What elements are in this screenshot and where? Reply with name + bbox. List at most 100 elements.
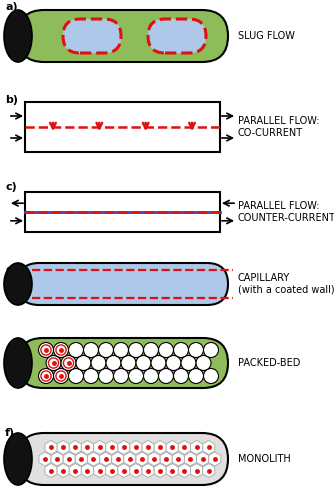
Polygon shape bbox=[184, 452, 196, 466]
Text: PARALLEL FLOW:
CO-CURRENT: PARALLEL FLOW: CO-CURRENT bbox=[238, 116, 320, 138]
Text: SLUG FLOW: SLUG FLOW bbox=[238, 31, 295, 41]
Polygon shape bbox=[130, 440, 142, 454]
Polygon shape bbox=[106, 440, 118, 454]
FancyBboxPatch shape bbox=[148, 19, 206, 53]
Polygon shape bbox=[45, 440, 57, 454]
Polygon shape bbox=[190, 440, 203, 454]
Polygon shape bbox=[39, 452, 51, 466]
Polygon shape bbox=[57, 440, 69, 454]
Polygon shape bbox=[112, 452, 124, 466]
Polygon shape bbox=[118, 440, 130, 454]
Text: c): c) bbox=[5, 182, 17, 192]
FancyBboxPatch shape bbox=[18, 433, 228, 485]
Polygon shape bbox=[160, 452, 172, 466]
Ellipse shape bbox=[4, 263, 32, 305]
Circle shape bbox=[84, 342, 99, 357]
FancyBboxPatch shape bbox=[63, 19, 121, 53]
Circle shape bbox=[129, 368, 144, 384]
Circle shape bbox=[173, 368, 188, 384]
Text: f): f) bbox=[5, 428, 15, 438]
Circle shape bbox=[181, 356, 196, 370]
Circle shape bbox=[114, 368, 129, 384]
Circle shape bbox=[53, 368, 68, 384]
Ellipse shape bbox=[4, 10, 32, 62]
Circle shape bbox=[68, 342, 84, 357]
Circle shape bbox=[56, 345, 66, 355]
Polygon shape bbox=[154, 464, 166, 477]
Text: e): e) bbox=[5, 345, 18, 355]
Polygon shape bbox=[203, 464, 215, 477]
Text: MONOLITH: MONOLITH bbox=[238, 454, 291, 464]
Bar bbox=[25, 192, 220, 232]
Polygon shape bbox=[142, 464, 154, 477]
Circle shape bbox=[196, 356, 211, 370]
Circle shape bbox=[173, 342, 188, 357]
Polygon shape bbox=[81, 464, 94, 477]
Polygon shape bbox=[148, 452, 160, 466]
Circle shape bbox=[61, 356, 76, 370]
Polygon shape bbox=[154, 440, 166, 454]
Circle shape bbox=[188, 368, 203, 384]
Polygon shape bbox=[63, 452, 75, 466]
Circle shape bbox=[91, 356, 106, 370]
Polygon shape bbox=[172, 452, 184, 466]
Polygon shape bbox=[130, 464, 142, 477]
Circle shape bbox=[76, 356, 91, 370]
Circle shape bbox=[48, 358, 58, 368]
Polygon shape bbox=[69, 464, 81, 477]
Ellipse shape bbox=[4, 338, 32, 388]
Polygon shape bbox=[69, 440, 81, 454]
Circle shape bbox=[84, 368, 99, 384]
Polygon shape bbox=[178, 440, 190, 454]
Circle shape bbox=[53, 342, 68, 357]
Circle shape bbox=[144, 342, 159, 357]
Circle shape bbox=[159, 342, 173, 357]
Circle shape bbox=[144, 368, 159, 384]
Circle shape bbox=[106, 356, 121, 370]
Polygon shape bbox=[136, 452, 148, 466]
Circle shape bbox=[38, 368, 53, 384]
Circle shape bbox=[203, 368, 218, 384]
Circle shape bbox=[41, 345, 51, 355]
Polygon shape bbox=[190, 464, 203, 477]
Polygon shape bbox=[94, 464, 106, 477]
Circle shape bbox=[166, 356, 181, 370]
Polygon shape bbox=[81, 440, 94, 454]
Text: d): d) bbox=[5, 265, 18, 275]
Polygon shape bbox=[166, 464, 178, 477]
Circle shape bbox=[203, 342, 218, 357]
Polygon shape bbox=[118, 464, 130, 477]
Polygon shape bbox=[88, 452, 100, 466]
Circle shape bbox=[46, 356, 61, 370]
Polygon shape bbox=[178, 464, 190, 477]
Polygon shape bbox=[209, 452, 221, 466]
Circle shape bbox=[99, 342, 114, 357]
Polygon shape bbox=[75, 452, 88, 466]
FancyBboxPatch shape bbox=[18, 10, 228, 62]
Circle shape bbox=[63, 358, 73, 368]
Polygon shape bbox=[100, 452, 112, 466]
Polygon shape bbox=[45, 464, 57, 477]
FancyBboxPatch shape bbox=[18, 338, 228, 388]
Circle shape bbox=[151, 356, 166, 370]
Polygon shape bbox=[196, 452, 209, 466]
Circle shape bbox=[136, 356, 151, 370]
Polygon shape bbox=[166, 440, 178, 454]
Polygon shape bbox=[94, 440, 106, 454]
Text: PARALLEL FLOW:
COUNTER-CURRENT: PARALLEL FLOW: COUNTER-CURRENT bbox=[238, 201, 334, 223]
Text: b): b) bbox=[5, 95, 18, 105]
Polygon shape bbox=[106, 464, 118, 477]
Polygon shape bbox=[51, 452, 63, 466]
Polygon shape bbox=[203, 440, 215, 454]
Polygon shape bbox=[57, 464, 69, 477]
FancyBboxPatch shape bbox=[18, 263, 228, 305]
Polygon shape bbox=[142, 440, 154, 454]
Circle shape bbox=[38, 342, 53, 357]
Circle shape bbox=[56, 371, 66, 381]
Circle shape bbox=[41, 371, 51, 381]
Text: PACKED-BED: PACKED-BED bbox=[238, 358, 300, 368]
Bar bbox=[25, 102, 220, 152]
Circle shape bbox=[99, 368, 114, 384]
Circle shape bbox=[188, 342, 203, 357]
Circle shape bbox=[68, 368, 84, 384]
